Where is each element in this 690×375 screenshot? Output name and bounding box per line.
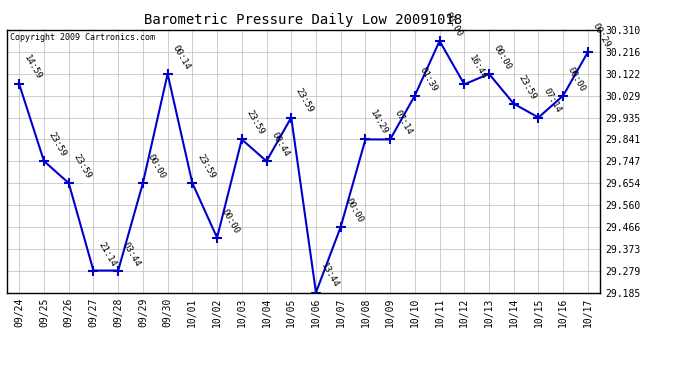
Text: 00:00: 00:00 (344, 196, 365, 224)
Text: 00:00: 00:00 (442, 10, 464, 38)
Text: Copyright 2009 Cartronics.com: Copyright 2009 Cartronics.com (10, 33, 155, 42)
Text: 23:59: 23:59 (294, 87, 315, 115)
Text: 00:14: 00:14 (170, 44, 192, 71)
Text: 00:44: 00:44 (269, 130, 290, 158)
Text: 00:00: 00:00 (566, 65, 587, 93)
Text: 23:59: 23:59 (517, 73, 538, 101)
Text: 00:00: 00:00 (492, 44, 513, 71)
Text: 13:44: 13:44 (319, 262, 340, 290)
Text: 00:00: 00:00 (146, 153, 167, 180)
Text: 03:44: 03:44 (121, 240, 142, 268)
Text: 14:29: 14:29 (368, 109, 389, 136)
Text: 07:14: 07:14 (393, 109, 414, 136)
Text: 07:14: 07:14 (541, 87, 562, 115)
Text: 14:59: 14:59 (22, 54, 43, 82)
Text: 00:29: 00:29 (591, 21, 612, 49)
Title: Barometric Pressure Daily Low 20091018: Barometric Pressure Daily Low 20091018 (144, 13, 463, 27)
Text: 01:39: 01:39 (417, 65, 439, 93)
Text: 23:59: 23:59 (72, 153, 92, 180)
Text: 23:59: 23:59 (244, 109, 266, 136)
Text: 00:00: 00:00 (220, 207, 241, 235)
Text: 16:44: 16:44 (467, 54, 489, 82)
Text: 23:59: 23:59 (47, 130, 68, 158)
Text: 21:14: 21:14 (96, 240, 117, 268)
Text: 23:59: 23:59 (195, 153, 217, 180)
